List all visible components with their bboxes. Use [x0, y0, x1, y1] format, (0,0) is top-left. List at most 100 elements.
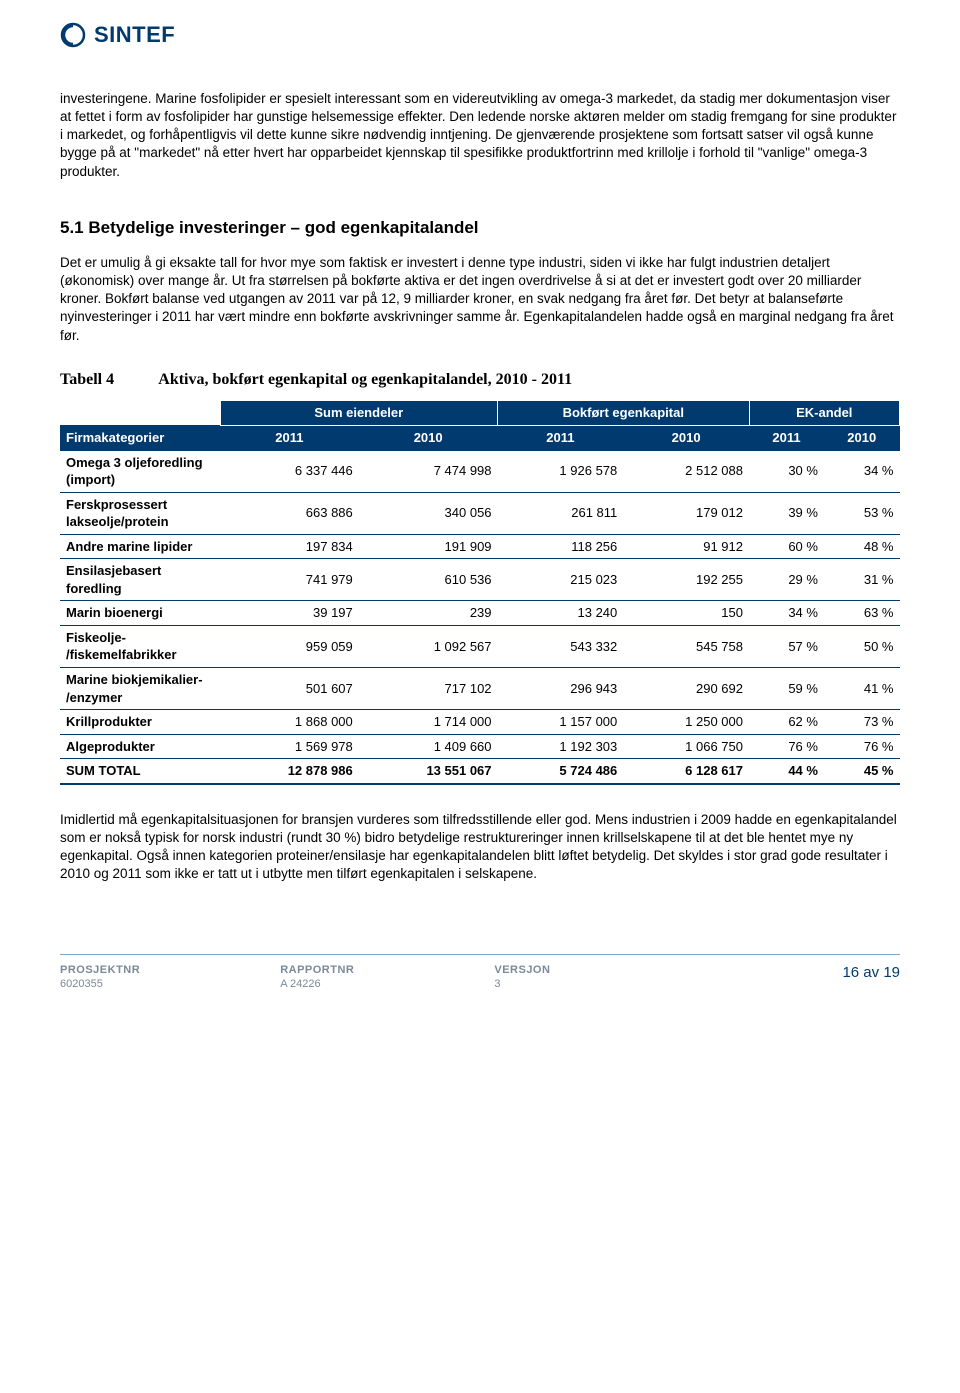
table-row: Omega 3 oljeforedling (import)6 337 4467… — [60, 450, 900, 492]
row-label: Ferskprosessert lakseolje/protein — [60, 492, 220, 534]
cell: 239 — [359, 601, 498, 626]
table-row: Ferskprosessert lakseolje/protein663 886… — [60, 492, 900, 534]
cell: 543 332 — [498, 625, 624, 667]
cell: 30 % — [749, 450, 824, 492]
row-label: Ensilasjebasert foredling — [60, 559, 220, 601]
table-row: Algeprodukter1 569 9781 409 6601 192 303… — [60, 734, 900, 759]
cell: 76 % — [749, 734, 824, 759]
intro-paragraph: investeringene. Marine fosfolipider er s… — [60, 90, 900, 181]
th-year: 2011 — [220, 425, 359, 450]
row-label: Marin bioenergi — [60, 601, 220, 626]
cell: 340 056 — [359, 492, 498, 534]
table-row: Marin bioenergi39 19723913 24015034 %63 … — [60, 601, 900, 626]
cell: 150 — [623, 601, 749, 626]
th-year: 2010 — [824, 425, 900, 450]
cell: 1 714 000 — [359, 710, 498, 735]
cell: 501 607 — [220, 667, 359, 709]
cell: 34 % — [749, 601, 824, 626]
cell: 290 692 — [623, 667, 749, 709]
cell: 59 % — [749, 667, 824, 709]
cell: 50 % — [824, 625, 900, 667]
cell: 663 886 — [220, 492, 359, 534]
cell: 44 % — [749, 759, 824, 784]
cell: 191 909 — [359, 534, 498, 559]
footer-col: VERSJON 3 — [494, 963, 550, 993]
cell: 296 943 — [498, 667, 624, 709]
cell: 41 % — [824, 667, 900, 709]
cell: 31 % — [824, 559, 900, 601]
cell: 76 % — [824, 734, 900, 759]
row-label: Fiskeolje- /fiskemelfabrikker — [60, 625, 220, 667]
page-number: 16 av 19 — [842, 963, 900, 993]
th-year: 2010 — [359, 425, 498, 450]
table-caption-label: Tabell 4 — [60, 371, 114, 388]
cell: 192 255 — [623, 559, 749, 601]
section-paragraph: Det er umulig å gi eksakte tall for hvor… — [60, 254, 900, 345]
footer-value: 3 — [494, 977, 550, 992]
row-label: Andre marine lipider — [60, 534, 220, 559]
th-category: Firmakategorier — [60, 425, 220, 450]
table-row: Andre marine lipider197 834191 909118 25… — [60, 534, 900, 559]
cell: 63 % — [824, 601, 900, 626]
th-group-ratio: EK-andel — [749, 401, 900, 426]
cell: 39 % — [749, 492, 824, 534]
cell: 1 192 303 — [498, 734, 624, 759]
footer-col: RAPPORTNR A 24226 — [280, 963, 354, 993]
brand-name: SINTEF — [94, 20, 175, 50]
cell: 741 979 — [220, 559, 359, 601]
cell: 1 157 000 — [498, 710, 624, 735]
cell: 57 % — [749, 625, 824, 667]
footer-label: RAPPORTNR — [280, 963, 354, 978]
cell: 1 569 978 — [220, 734, 359, 759]
cell: 1 868 000 — [220, 710, 359, 735]
th-year: 2011 — [498, 425, 624, 450]
cell: 717 102 — [359, 667, 498, 709]
cell: 545 758 — [623, 625, 749, 667]
footer-label: VERSJON — [494, 963, 550, 978]
footer-label: PROSJEKTNR — [60, 963, 140, 978]
cell: 1 409 660 — [359, 734, 498, 759]
cell: 197 834 — [220, 534, 359, 559]
table-row: Ensilasjebasert foredling741 979610 5362… — [60, 559, 900, 601]
th-year: 2011 — [749, 425, 824, 450]
cell: 34 % — [824, 450, 900, 492]
row-label: Algeprodukter — [60, 734, 220, 759]
cell: 118 256 — [498, 534, 624, 559]
table-caption: Tabell 4 Aktiva, bokført egenkapital og … — [60, 369, 900, 391]
footer-value: 6020355 — [60, 977, 140, 992]
row-label: Marine biokjemikalier- /enzymer — [60, 667, 220, 709]
cell: 6 337 446 — [220, 450, 359, 492]
cell: 53 % — [824, 492, 900, 534]
table-row: Marine biokjemikalier- /enzymer501 60771… — [60, 667, 900, 709]
cell: 6 128 617 — [623, 759, 749, 784]
table-row: SUM TOTAL12 878 98613 551 0675 724 4866 … — [60, 759, 900, 784]
cell: 60 % — [749, 534, 824, 559]
cell: 7 474 998 — [359, 450, 498, 492]
cell: 29 % — [749, 559, 824, 601]
cell: 13 551 067 — [359, 759, 498, 784]
cell: 45 % — [824, 759, 900, 784]
cell: 62 % — [749, 710, 824, 735]
cell: 12 878 986 — [220, 759, 359, 784]
cell: 1 926 578 — [498, 450, 624, 492]
cell: 610 536 — [359, 559, 498, 601]
cell: 39 197 — [220, 601, 359, 626]
cell: 1 092 567 — [359, 625, 498, 667]
cell: 215 023 — [498, 559, 624, 601]
cell: 5 724 486 — [498, 759, 624, 784]
table-caption-text: Aktiva, bokført egenkapital og egenkapit… — [158, 371, 572, 388]
cell: 2 512 088 — [623, 450, 749, 492]
footer-col: PROSJEKTNR 6020355 — [60, 963, 140, 993]
footer-value: A 24226 — [280, 977, 354, 992]
brand-logo: SINTEF — [60, 20, 900, 50]
row-label: Krillprodukter — [60, 710, 220, 735]
cell: 73 % — [824, 710, 900, 735]
equity-table: Sum eiendeler Bokført egenkapital EK-and… — [60, 400, 900, 784]
closing-paragraph: Imidlertid må egenkapitalsituasjonen for… — [60, 811, 900, 884]
section-heading: 5.1 Betydelige investeringer – god egenk… — [60, 217, 900, 240]
cell: 179 012 — [623, 492, 749, 534]
cell: 1 066 750 — [623, 734, 749, 759]
th-group-equity: Bokført egenkapital — [498, 401, 749, 426]
table-row: Fiskeolje- /fiskemelfabrikker959 0591 09… — [60, 625, 900, 667]
table-row: Krillprodukter1 868 0001 714 0001 157 00… — [60, 710, 900, 735]
